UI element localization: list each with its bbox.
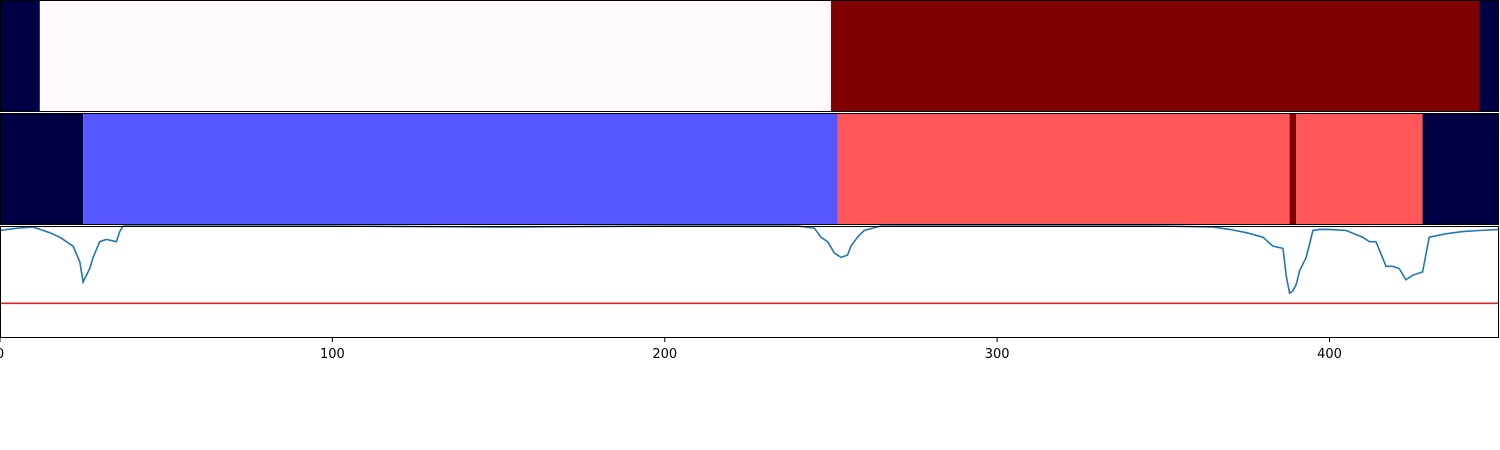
panel-frame <box>0 226 1499 338</box>
x-tick-label: 300 <box>985 347 1010 362</box>
x-tick-label: 0 <box>0 347 4 362</box>
heatmap-segment-2 <box>830 0 1480 112</box>
panel-frame <box>0 113 1499 225</box>
plot-background <box>0 226 1499 338</box>
top-heatmap-panel <box>0 0 1499 112</box>
heatmap-segment-3 <box>1479 0 1499 112</box>
heatmap-segment-2 <box>837 113 1290 225</box>
heatmap-segment-4 <box>1296 113 1423 225</box>
x-tick-label: 400 <box>1317 347 1342 362</box>
heatmap-segment-1 <box>83 113 838 225</box>
x-tick-label: 200 <box>652 347 677 362</box>
heatmap-segment-3 <box>1289 113 1297 225</box>
heatmap-segment-0 <box>0 113 84 225</box>
heatmap-segment-5 <box>1422 113 1499 225</box>
middle-heatmap-panel <box>0 113 1499 225</box>
heatmap-segment-1 <box>39 0 831 112</box>
panel-frame <box>0 0 1499 112</box>
x-axis: 0 100 200 300 400 <box>0 338 1342 362</box>
x-tick-label: 100 <box>320 347 345 362</box>
heatmap-segment-0 <box>0 0 40 112</box>
line-plot-panel <box>0 225 1500 338</box>
